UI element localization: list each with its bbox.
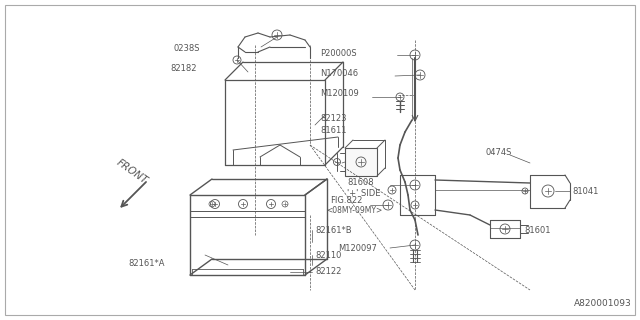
Text: M120109: M120109 — [320, 89, 359, 98]
Text: 0474S: 0474S — [486, 148, 513, 156]
Text: P20000S: P20000S — [320, 49, 356, 58]
Text: 81608: 81608 — [347, 178, 374, 187]
Text: N170046: N170046 — [320, 68, 358, 77]
Text: 81611: 81611 — [320, 125, 346, 134]
Text: <08MY-09MY>: <08MY-09MY> — [326, 205, 382, 214]
Text: 81601: 81601 — [524, 226, 550, 235]
Text: 82161*B: 82161*B — [315, 226, 351, 235]
Text: 82182: 82182 — [170, 63, 197, 73]
Text: '+' SIDE: '+' SIDE — [347, 188, 381, 197]
Text: 82161*A: 82161*A — [129, 259, 165, 268]
Text: FRONT: FRONT — [115, 158, 149, 186]
Text: 0238S: 0238S — [173, 44, 200, 52]
Text: M120097: M120097 — [338, 244, 377, 252]
Text: 82123: 82123 — [320, 114, 346, 123]
Text: 82122: 82122 — [315, 268, 341, 276]
Text: 82110: 82110 — [315, 251, 341, 260]
Text: FIG.822: FIG.822 — [330, 196, 362, 204]
Bar — [345, 148, 377, 176]
Text: A820001093: A820001093 — [574, 299, 632, 308]
Text: 81041: 81041 — [572, 187, 598, 196]
